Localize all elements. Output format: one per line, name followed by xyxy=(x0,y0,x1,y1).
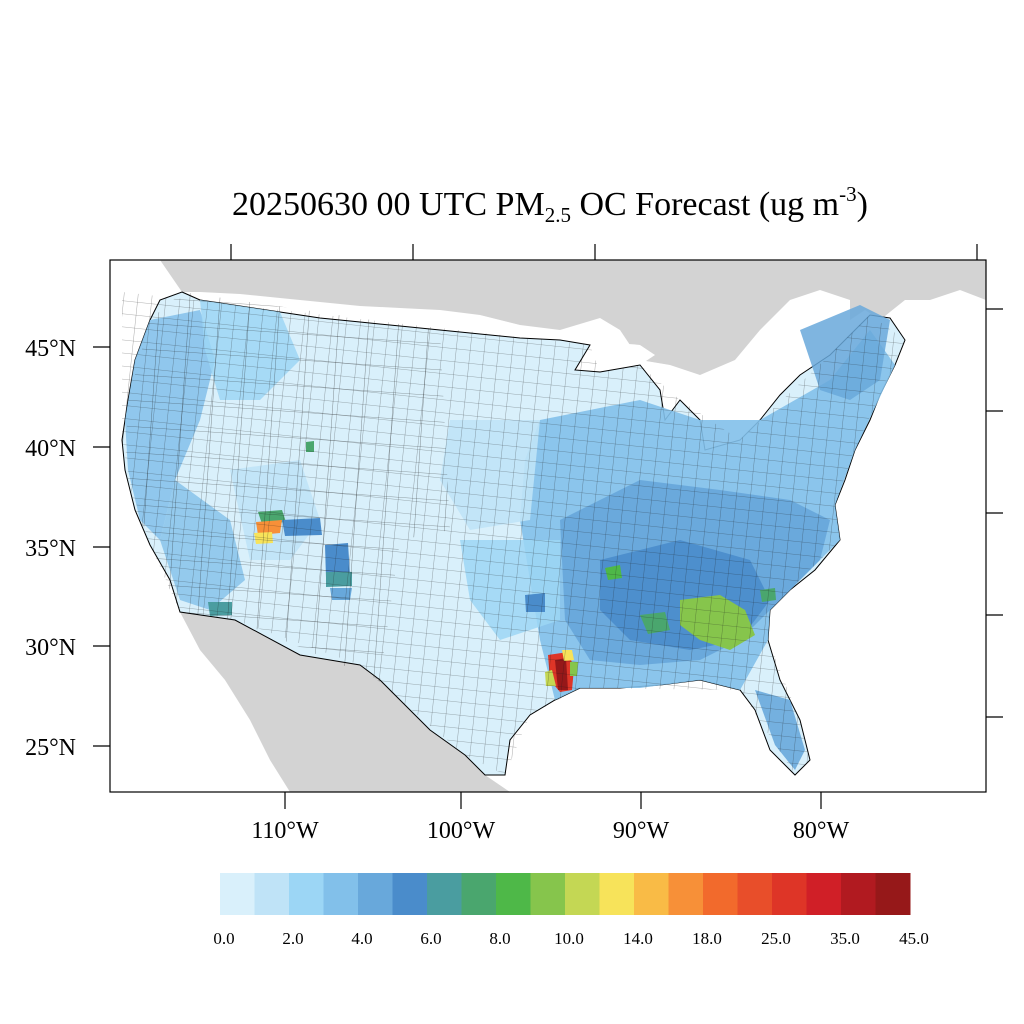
lat-label-40: 40°N xyxy=(25,436,76,462)
lat-label-45: 45°N xyxy=(25,336,76,362)
colorbar-swatch-17 xyxy=(806,873,842,915)
colorbar-swatch-0 xyxy=(220,873,255,915)
colorbar-label-0: 0.0 xyxy=(213,929,234,948)
map-title: 20250630 00 UTC PM2.5 OC Forecast (ug m-… xyxy=(0,184,1024,227)
colorbar-swatch-2 xyxy=(289,873,324,915)
title-mid: OC Forecast (ug m xyxy=(570,186,840,223)
map-frame xyxy=(109,259,987,793)
mexico-land xyxy=(180,612,510,792)
title-main: 20250630 00 UTC PM xyxy=(232,186,545,223)
left-ticks xyxy=(93,346,110,747)
colorbar-swatch-7 xyxy=(461,873,497,915)
colorbar-label-4: 8.0 xyxy=(489,929,510,948)
lon-label-110: 110°W xyxy=(251,818,319,844)
colorbar-swatch-1 xyxy=(254,873,290,915)
map-area xyxy=(110,260,986,792)
bottom-ticks xyxy=(284,792,822,809)
colorbar-label-10: 45.0 xyxy=(899,929,929,948)
lat-labels: 45°N 40°N 35°N 30°N 25°N xyxy=(25,336,76,761)
lat-label-25: 25°N xyxy=(25,735,76,761)
colorbar-labels: 0.0 2.0 4.0 6.0 8.0 10.0 14.0 18.0 25.0 35.0 45.0 xyxy=(213,929,929,948)
colorbar-label-6: 14.0 xyxy=(623,929,653,948)
right-ticks xyxy=(986,308,1003,718)
title-end: ) xyxy=(856,186,868,223)
colorbar-swatch-19 xyxy=(875,873,911,915)
title-subscript: 2.5 xyxy=(544,203,571,227)
colorbar-swatch-5 xyxy=(392,873,428,915)
county-boundaries-west xyxy=(125,292,450,680)
colorbar-swatch-14 xyxy=(703,873,738,915)
colorbar-swatch-8 xyxy=(496,873,531,915)
title-superscript: -3 xyxy=(839,182,857,206)
colorbar-swatch-10 xyxy=(565,873,600,915)
colorbar-label-5: 10.0 xyxy=(554,929,584,948)
colorbar-swatch-6 xyxy=(427,873,462,915)
colorbar-label-3: 6.0 xyxy=(420,929,441,948)
colorbar xyxy=(220,873,911,915)
lon-labels: 110°W 100°W 90°W 80°W xyxy=(251,818,849,844)
colorbar-label-8: 25.0 xyxy=(761,929,791,948)
colorbar-swatch-4 xyxy=(358,873,393,915)
colorbar-label-2: 4.0 xyxy=(351,929,372,948)
colorbar-swatch-13 xyxy=(668,873,704,915)
great-lakes xyxy=(570,344,800,462)
colorbar-swatch-16 xyxy=(772,873,807,915)
colorbar-swatch-12 xyxy=(634,873,669,915)
colorbar-swatch-9 xyxy=(530,873,566,915)
lon-label-90: 90°W xyxy=(613,818,670,844)
lon-label-100: 100°W xyxy=(427,818,496,844)
colorbar-label-9: 35.0 xyxy=(830,929,860,948)
colorbar-label-1: 2.0 xyxy=(282,929,303,948)
lat-label-30: 30°N xyxy=(25,635,76,661)
top-ticks xyxy=(230,244,978,260)
lat-label-35: 35°N xyxy=(25,536,76,562)
canada-land xyxy=(140,260,986,375)
colorbar-swatch-11 xyxy=(599,873,635,915)
lon-label-80: 80°W xyxy=(793,818,850,844)
colorbar-label-7: 18.0 xyxy=(692,929,722,948)
colorbar-swatch-15 xyxy=(737,873,773,915)
colorbar-swatch-3 xyxy=(323,873,359,915)
colorbar-swatch-18 xyxy=(841,873,876,915)
